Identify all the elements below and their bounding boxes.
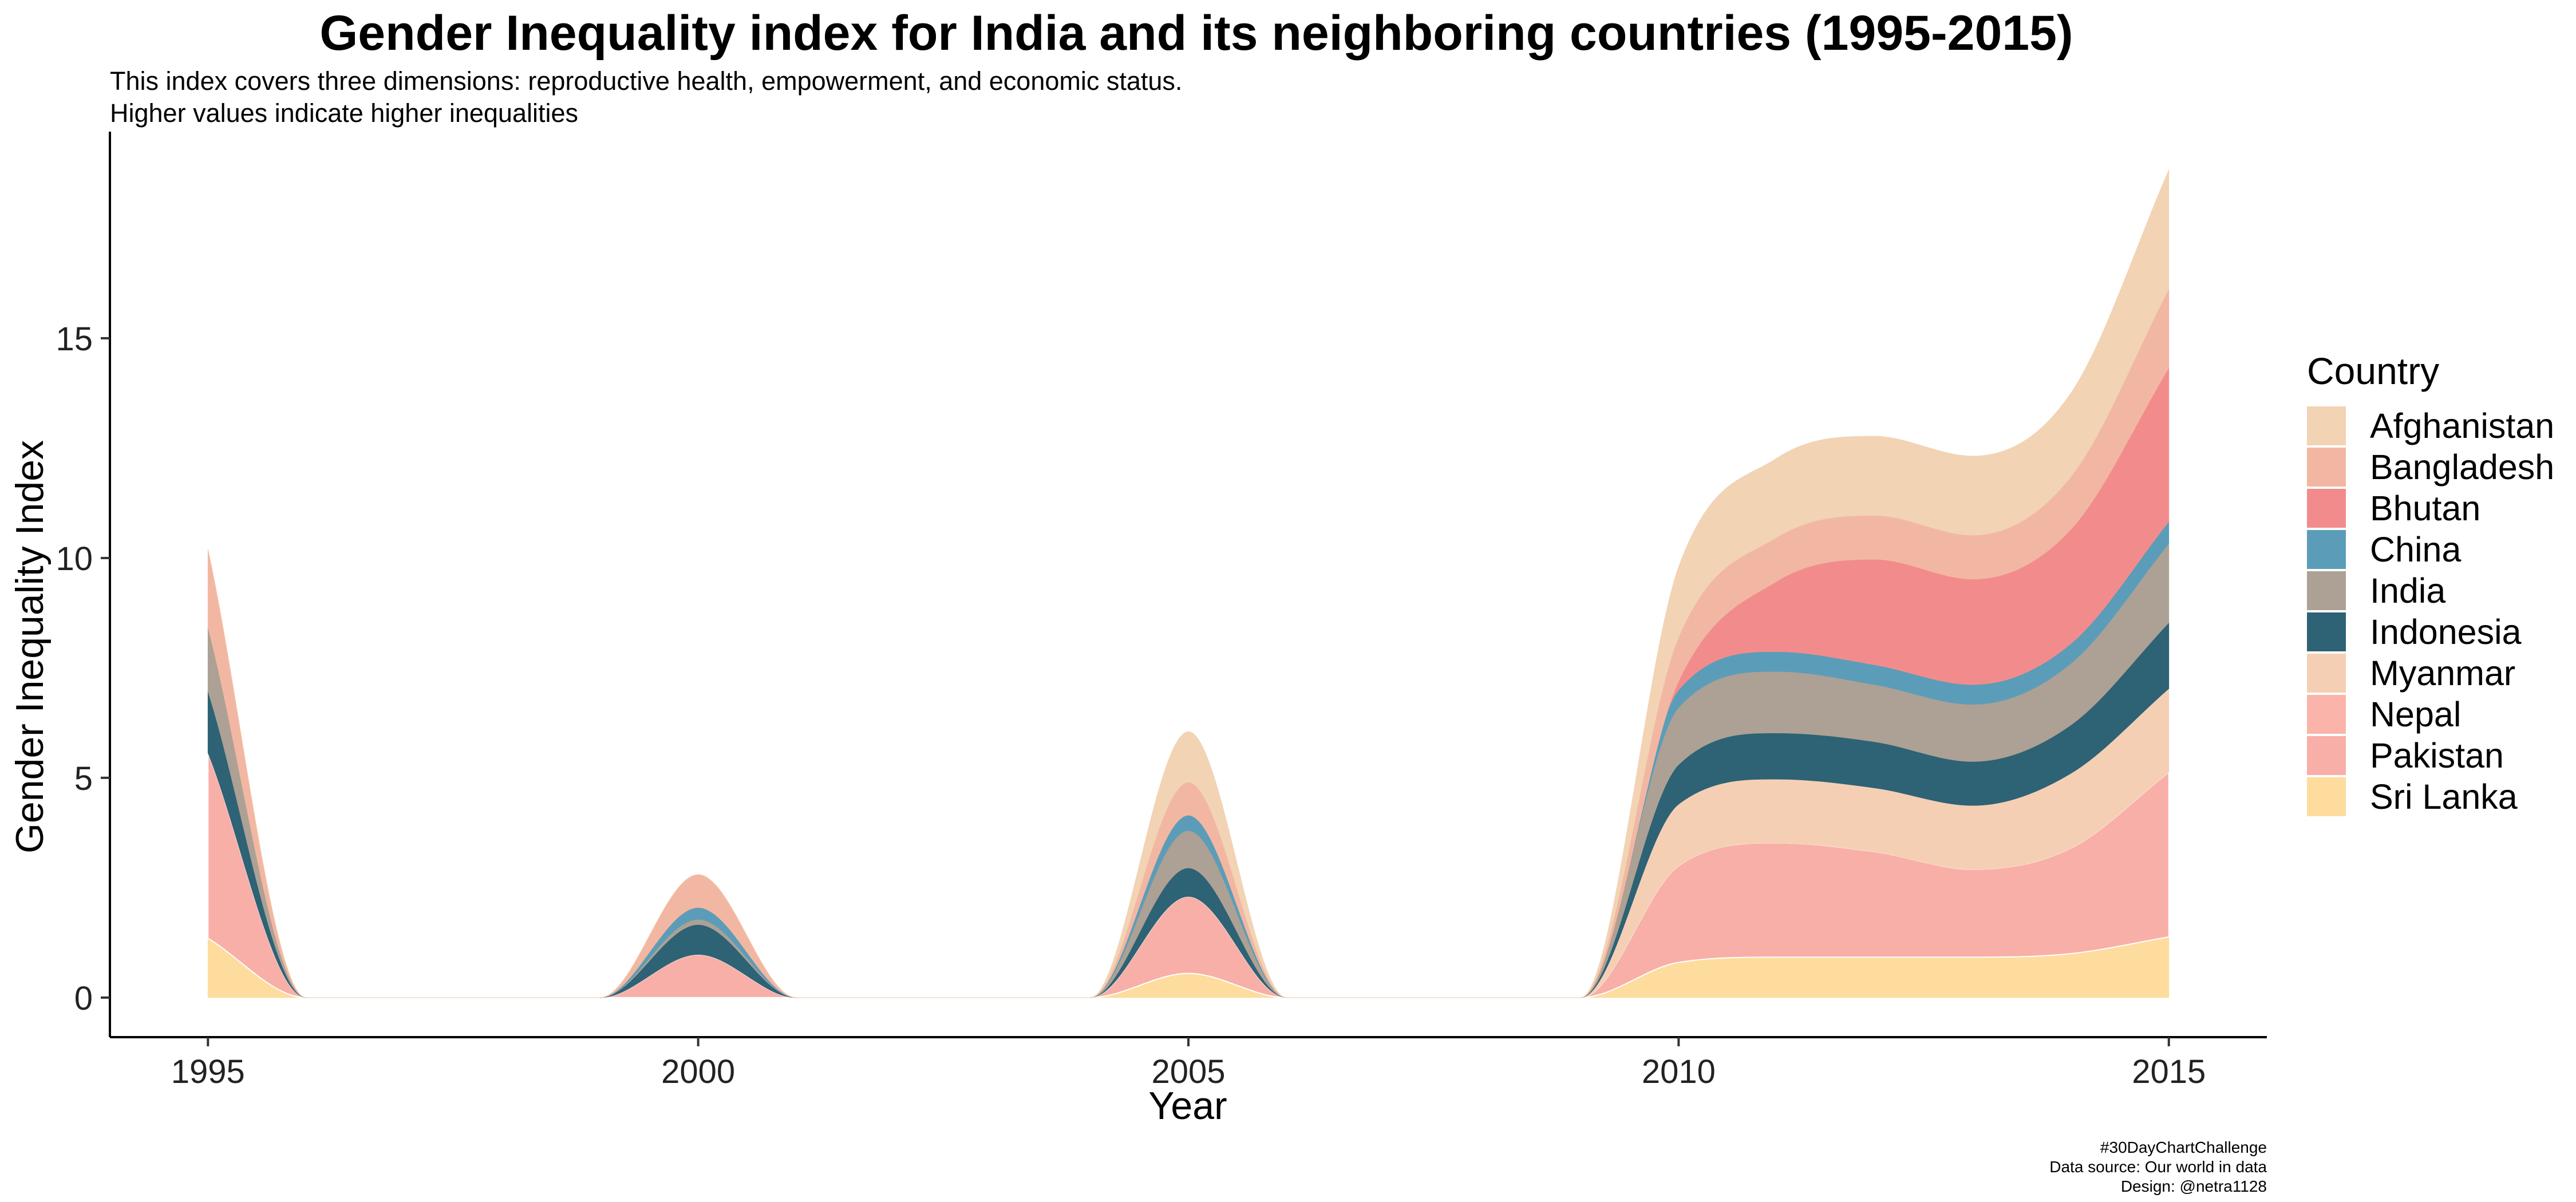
x-tick-label: 2015 xyxy=(2132,1053,2206,1090)
legend-item-sri-lanka: Sri Lanka xyxy=(2307,776,2554,817)
legend-label: India xyxy=(2370,571,2445,611)
legend-swatch xyxy=(2307,654,2346,693)
caption-design: Design: @netra1128 xyxy=(2049,1177,2267,1196)
y-tick-label: 0 xyxy=(74,980,93,1017)
legend-item-bangladesh: Bangladesh xyxy=(2307,446,2554,488)
legend-item-pakistan: Pakistan xyxy=(2307,735,2554,776)
legend-item-bhutan: Bhutan xyxy=(2307,488,2554,529)
caption-challenge: #30DayChartChallenge xyxy=(2049,1138,2267,1157)
y-tick-label: 15 xyxy=(56,321,93,358)
x-tick-label: 1995 xyxy=(171,1053,245,1090)
legend-label: Pakistan xyxy=(2370,736,2504,776)
legend-item-india: India xyxy=(2307,570,2554,611)
legend-swatch xyxy=(2307,777,2346,816)
area-layers xyxy=(208,170,2168,998)
caption-source: Data source: Our world in data xyxy=(2049,1157,2267,1177)
legend-label: Bhutan xyxy=(2370,488,2480,528)
legend-swatch xyxy=(2307,406,2346,445)
legend-item-nepal: Nepal xyxy=(2307,694,2554,735)
legend-label: Nepal xyxy=(2370,694,2461,734)
legend-item-myanmar: Myanmar xyxy=(2307,653,2554,694)
legend: Country Afghanistan Bangladesh Bhutan China… xyxy=(2307,349,2554,817)
legend-swatch xyxy=(2307,612,2346,651)
x-tick-label: 2000 xyxy=(661,1053,735,1090)
legend-label: Bangladesh xyxy=(2370,447,2554,487)
legend-title: Country xyxy=(2307,349,2554,393)
legend-items: Afghanistan Bangladesh Bhutan China India Ind… xyxy=(2307,405,2554,817)
x-axis-label: Year xyxy=(1148,1084,1227,1128)
legend-swatch xyxy=(2307,530,2346,569)
legend-label: Afghanistan xyxy=(2370,406,2554,446)
y-tick-label: 5 xyxy=(74,760,93,797)
legend-item-china: China xyxy=(2307,529,2554,570)
legend-swatch xyxy=(2307,489,2346,528)
legend-label: Indonesia xyxy=(2370,612,2522,652)
legend-label: China xyxy=(2370,529,2461,570)
legend-label: Sri Lanka xyxy=(2370,777,2518,817)
legend-item-indonesia: Indonesia xyxy=(2307,611,2554,653)
caption: #30DayChartChallenge Data source: Our wo… xyxy=(2049,1138,2267,1196)
y-axis-label: Gender Inequality Index xyxy=(8,440,52,853)
y-tick-label: 10 xyxy=(56,540,93,578)
legend-item-afghanistan: Afghanistan xyxy=(2307,405,2554,446)
legend-swatch xyxy=(2307,448,2346,487)
legend-swatch xyxy=(2307,695,2346,734)
legend-swatch xyxy=(2307,571,2346,610)
legend-swatch xyxy=(2307,736,2346,775)
legend-label: Myanmar xyxy=(2370,653,2515,693)
x-tick-label: 2010 xyxy=(1642,1053,1716,1090)
